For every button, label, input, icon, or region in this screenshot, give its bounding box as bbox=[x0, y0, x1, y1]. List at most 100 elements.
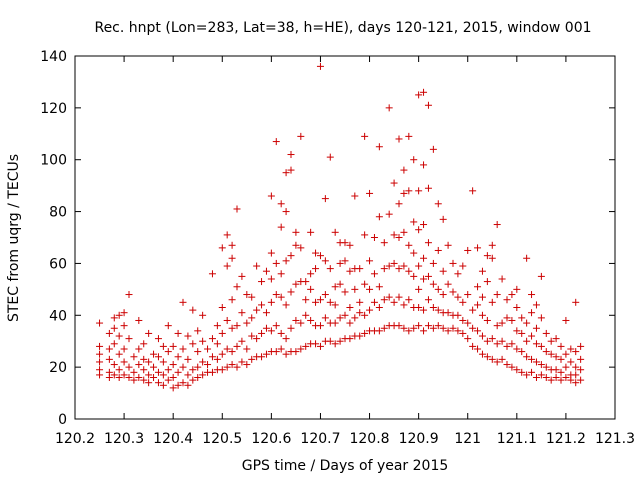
data-point bbox=[361, 329, 369, 337]
data-point bbox=[174, 381, 182, 389]
data-point bbox=[282, 169, 290, 177]
x-tick-label: 121.2 bbox=[546, 431, 586, 447]
data-point bbox=[370, 234, 378, 241]
data-point bbox=[577, 366, 585, 374]
data-point bbox=[277, 270, 285, 278]
x-axis: 120.2 120.3 120.4 120.5 120.6 120.7 120.8 120.9… bbox=[55, 56, 635, 447]
data-point bbox=[316, 252, 324, 260]
data-point bbox=[537, 371, 545, 379]
data-point bbox=[184, 371, 192, 379]
data-point bbox=[184, 381, 192, 389]
data-point bbox=[184, 332, 192, 340]
data-point bbox=[513, 304, 521, 312]
data-point bbox=[415, 187, 423, 195]
data-point bbox=[464, 335, 472, 343]
data-point bbox=[120, 358, 128, 366]
data-point bbox=[513, 345, 521, 353]
data-point bbox=[326, 298, 334, 306]
data-point bbox=[307, 270, 315, 278]
data-point bbox=[469, 306, 477, 314]
data-point bbox=[115, 332, 123, 340]
x-tick-label: 120.7 bbox=[300, 431, 340, 447]
x-axis-title: GPS time / Days of year 2015 bbox=[242, 458, 449, 474]
data-point bbox=[297, 244, 305, 252]
data-point bbox=[483, 252, 491, 260]
data-point bbox=[341, 288, 349, 296]
data-point bbox=[405, 132, 413, 140]
data-point bbox=[429, 145, 437, 153]
data-point bbox=[439, 215, 447, 223]
data-point bbox=[346, 319, 354, 327]
data-point bbox=[508, 291, 516, 299]
data-point bbox=[218, 329, 226, 337]
data-point bbox=[223, 231, 231, 239]
data-point bbox=[110, 324, 118, 332]
data-point bbox=[385, 104, 393, 112]
data-point bbox=[184, 355, 192, 363]
data-point bbox=[194, 363, 202, 371]
data-point bbox=[488, 335, 496, 343]
data-point bbox=[307, 285, 315, 293]
data-point bbox=[267, 298, 275, 306]
data-point bbox=[189, 366, 197, 374]
data-point bbox=[287, 324, 295, 332]
y-tick-label: 60 bbox=[49, 256, 67, 272]
data-point bbox=[218, 350, 226, 358]
data-point bbox=[424, 322, 432, 330]
data-point bbox=[331, 301, 339, 309]
data-point bbox=[287, 151, 295, 159]
data-point bbox=[380, 239, 388, 247]
data-point bbox=[405, 327, 413, 335]
data-point bbox=[464, 319, 472, 327]
data-point bbox=[312, 298, 320, 306]
data-point bbox=[395, 234, 403, 241]
data-point bbox=[341, 239, 349, 247]
x-tick-label: 120.3 bbox=[104, 431, 144, 447]
data-point bbox=[316, 62, 324, 70]
data-point bbox=[405, 296, 413, 304]
data-point bbox=[513, 285, 521, 293]
data-point bbox=[336, 259, 344, 267]
data-point bbox=[429, 304, 437, 312]
data-point bbox=[96, 366, 104, 374]
data-point bbox=[228, 361, 236, 369]
data-point bbox=[179, 345, 187, 353]
data-point bbox=[503, 314, 511, 322]
data-point bbox=[577, 342, 585, 350]
data-point bbox=[105, 345, 113, 353]
data-point bbox=[164, 322, 172, 330]
data-point bbox=[248, 314, 256, 322]
data-point bbox=[336, 314, 344, 322]
data-point bbox=[532, 324, 540, 332]
data-point bbox=[405, 241, 413, 249]
data-point bbox=[474, 327, 482, 335]
data-point bbox=[415, 91, 423, 99]
data-point bbox=[312, 249, 320, 257]
data-point bbox=[454, 327, 462, 335]
data-point bbox=[523, 319, 531, 327]
data-point bbox=[488, 298, 496, 306]
data-point bbox=[110, 314, 118, 322]
data-point bbox=[562, 350, 570, 358]
data-point bbox=[537, 342, 545, 350]
data-point bbox=[493, 221, 501, 229]
data-point bbox=[444, 241, 452, 249]
data-point bbox=[194, 327, 202, 335]
data-point bbox=[410, 272, 418, 280]
data-point bbox=[292, 316, 300, 324]
data-point bbox=[424, 272, 432, 280]
data-point bbox=[380, 265, 388, 273]
data-point bbox=[488, 355, 496, 363]
data-point bbox=[233, 283, 241, 291]
data-point bbox=[218, 244, 226, 252]
data-point bbox=[135, 374, 143, 382]
data-point bbox=[253, 262, 261, 270]
data-point bbox=[429, 259, 437, 267]
data-point bbox=[135, 361, 143, 369]
data-point bbox=[366, 306, 374, 314]
data-point bbox=[415, 322, 423, 330]
data-point bbox=[267, 249, 275, 257]
data-point bbox=[302, 342, 310, 350]
data-point bbox=[321, 314, 329, 322]
data-point bbox=[223, 262, 231, 270]
